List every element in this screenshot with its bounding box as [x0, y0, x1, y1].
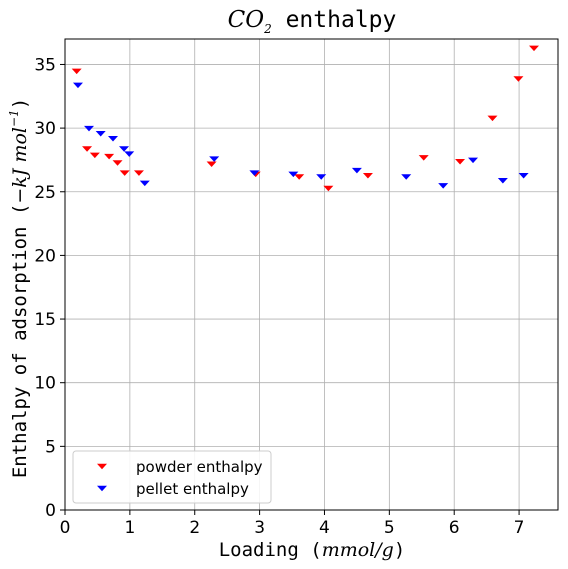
x-tick-label: 7 [514, 518, 525, 538]
x-axis-label: Loading (mmol/g) [219, 539, 406, 561]
y-axis-label-exponent: −1 [7, 109, 21, 127]
data-point [209, 156, 220, 162]
data-point [497, 178, 508, 184]
y-axis-label: Enthalpy of adsorption (−kJ mol−1) [7, 98, 31, 478]
data-point [513, 76, 524, 82]
y-tick-label: 5 [45, 437, 56, 457]
x-tick-label: 3 [254, 518, 265, 538]
x-tick-label: 4 [319, 518, 330, 538]
data-point [518, 172, 529, 179]
data-point [362, 172, 373, 179]
axis-ticks: 0 1 2 3 4 5 6 7 0 5 10 15 20 25 30 35 [34, 55, 524, 538]
x-tick-label: 0 [60, 518, 71, 538]
data-point [119, 146, 130, 152]
data-point [71, 68, 82, 75]
data-point [206, 161, 217, 168]
y-tick-label: 30 [34, 119, 56, 139]
data-point [487, 115, 498, 122]
legend-marker [97, 485, 107, 492]
legend: powder enthalpy pellet enthalpy [72, 450, 272, 504]
plot-frame [64, 38, 559, 511]
y-tick-label: 0 [45, 501, 56, 521]
legend-label: pellet enthalpy [136, 480, 249, 498]
x-tick-label: 6 [449, 518, 460, 538]
data-point [249, 170, 260, 176]
y-tick-label: 35 [34, 55, 56, 75]
data-point [294, 174, 305, 180]
x-axis-label-unit: mmol/g [322, 539, 394, 561]
y-axis-label-unit: −kJ mol [9, 127, 31, 204]
chart-title-rest: enthalpy [272, 7, 397, 33]
data-point [84, 125, 95, 132]
data-point [108, 136, 119, 142]
data-point [528, 45, 539, 52]
data-point [95, 130, 106, 137]
data-point [323, 185, 334, 192]
y-axis-label-suffix: ) [9, 98, 31, 109]
data-point [401, 174, 412, 180]
x-tick-label: 1 [124, 518, 135, 538]
data-point [316, 174, 327, 180]
legend-marker [97, 463, 107, 470]
y-axis-label-prefix: Enthalpy of adsorption ( [9, 204, 31, 479]
x-tick-label: 2 [189, 518, 200, 538]
data-point [139, 180, 150, 187]
x-tick-label: 5 [384, 518, 395, 538]
legend-label: powder enthalpy [136, 458, 263, 476]
chart-title: CO2 enthalpy [228, 7, 397, 36]
x-axis-label-prefix: Loading ( [219, 539, 322, 561]
data-points [71, 45, 539, 192]
series-pellet-enthalpy [72, 82, 529, 189]
data-point [288, 171, 299, 178]
data-point [133, 170, 144, 176]
data-point [468, 157, 479, 164]
y-tick-label: 15 [34, 310, 56, 330]
data-point [124, 151, 135, 157]
y-tick-label: 10 [34, 374, 56, 394]
data-point [455, 158, 466, 165]
legend-box [72, 450, 272, 504]
y-tick-label: 20 [34, 246, 56, 266]
data-point [119, 170, 130, 176]
y-tick-label: 25 [34, 183, 56, 203]
data-point [72, 82, 83, 89]
chart-title-subscript: 2 [263, 22, 272, 36]
data-point [89, 152, 100, 159]
data-point [82, 146, 93, 152]
data-point [112, 160, 123, 166]
x-axis-label-suffix: ) [394, 539, 405, 561]
data-point [438, 183, 449, 189]
series-powder-enthalpy [71, 45, 539, 192]
data-point [104, 153, 115, 160]
data-point [351, 167, 362, 174]
grid [64, 39, 558, 511]
data-point [418, 155, 429, 161]
chart-title-main: CO [228, 7, 265, 33]
